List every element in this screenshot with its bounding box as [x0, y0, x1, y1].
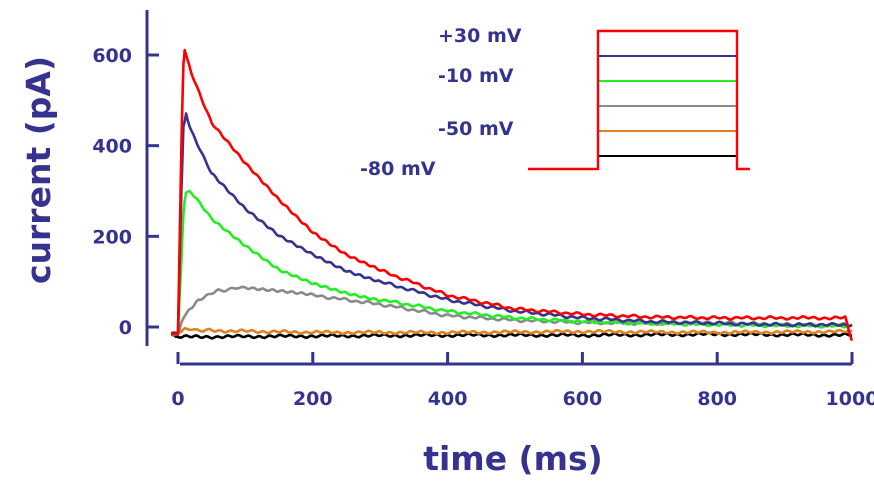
inset-label-minus10: -10 mV	[438, 65, 514, 87]
series-line	[170, 112, 853, 336]
inset-label-plus30: +30 mV	[438, 25, 522, 47]
x-tick-label: 600	[563, 388, 603, 410]
series-line	[170, 48, 854, 342]
y-tick-label: 600	[92, 45, 132, 67]
x-ticks: 0 200 400 600 800 1000	[171, 352, 874, 410]
inset-label-minus80: -80 mV	[360, 158, 436, 180]
y-axis-title: current (pA)	[19, 56, 58, 284]
axes	[145, 10, 852, 366]
series-line	[170, 331, 853, 340]
inset-steps	[528, 29, 750, 171]
series-layer	[170, 48, 854, 342]
series-line	[170, 326, 853, 337]
y-tick-label: 400	[92, 136, 132, 158]
x-tick-label: 400	[428, 388, 468, 410]
y-tick-label: 0	[119, 317, 132, 339]
y-ticks: 0 200 400 600	[92, 45, 159, 339]
series-line	[171, 189, 853, 337]
voltage-protocol-inset: +30 mV -10 mV -50 mV -80 mV	[360, 25, 750, 180]
inset-step-outline	[528, 29, 750, 171]
x-tick-label: 0	[171, 388, 184, 410]
x-axis-title: time (ms)	[423, 439, 603, 478]
y-tick-label: 200	[92, 226, 132, 248]
inset-label-minus50: -50 mV	[438, 118, 514, 140]
x-tick-label: 1000	[826, 388, 874, 410]
x-tick-label: 800	[697, 388, 737, 410]
x-tick-label: 200	[293, 388, 333, 410]
